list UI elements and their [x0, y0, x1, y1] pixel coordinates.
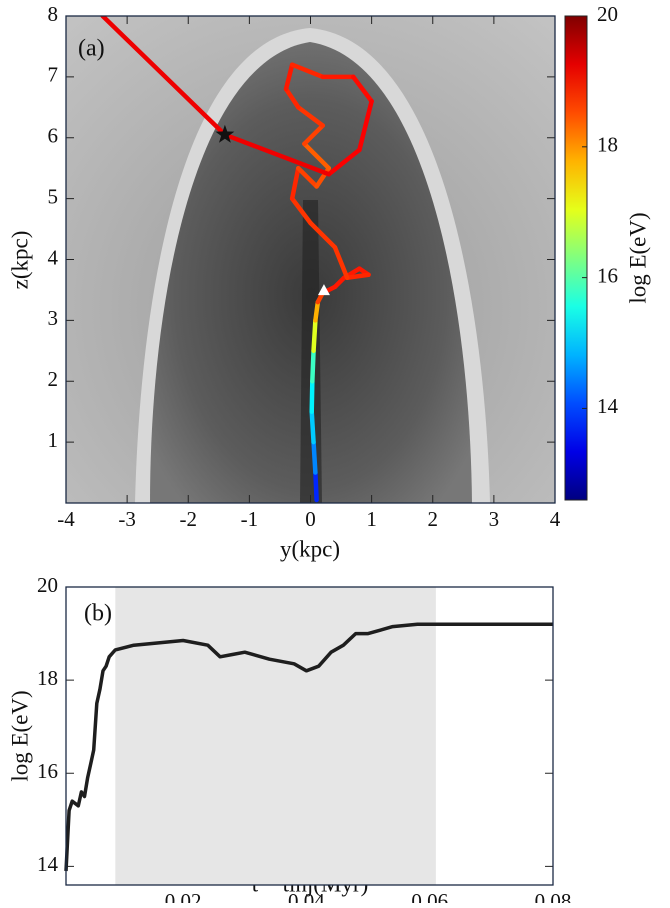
y-tick-label: 16 — [37, 759, 58, 783]
trajectory-segment — [302, 141, 332, 171]
y-tick-label: 14 — [37, 852, 59, 876]
y-tick-label: 6 — [48, 124, 59, 148]
x-tick-label: 4 — [550, 507, 561, 531]
y-tick-label: 7 — [48, 63, 59, 87]
trajectory — [100, 16, 374, 503]
shaded-region — [115, 587, 436, 885]
y-tick-label: 1 — [48, 428, 59, 452]
colorbar-label: log E(eV) — [625, 212, 650, 303]
simulation-image — [66, 16, 555, 503]
trajectory-segment — [100, 16, 228, 137]
triangle-marker — [317, 284, 330, 296]
trajectory-segment — [309, 409, 316, 445]
trajectory-segment — [313, 299, 321, 323]
trajectory-segment — [313, 470, 319, 503]
y-tick-label: 18 — [37, 666, 58, 690]
y-tick-label: 2 — [48, 367, 59, 391]
trajectory-segment — [308, 220, 338, 250]
x-tick-label: 0.06 — [411, 889, 448, 903]
trajectory-segment — [357, 98, 374, 153]
trajectory-segment — [309, 379, 315, 414]
x-tick-label: 2 — [428, 507, 439, 531]
x-tick-label: 0.04 — [288, 889, 325, 903]
y-tick-label: 8 — [48, 2, 59, 26]
trajectory-segment — [302, 123, 325, 147]
trajectory-segment — [289, 62, 325, 80]
trajectory-segment — [311, 318, 318, 354]
trajectory-segment — [351, 74, 374, 104]
y-tick-label: 5 — [48, 184, 59, 208]
y-tick-label: 3 — [48, 306, 59, 330]
x-tick-label: 0 — [305, 507, 316, 531]
trajectory-segment — [289, 196, 313, 226]
axes-frame — [65, 586, 554, 886]
panel-label: (b) — [84, 601, 112, 627]
x-tick-label: 0.02 — [165, 889, 202, 903]
y-tick-label: 4 — [48, 245, 59, 269]
trajectory-segment — [332, 245, 350, 281]
trajectory-segment — [311, 439, 318, 475]
trajectory-segment — [283, 62, 295, 92]
x-tick-label: 0.08 — [535, 889, 572, 903]
colorbar — [564, 15, 588, 501]
axes-frame — [65, 15, 556, 504]
colorbar-tick-label: 14 — [597, 394, 619, 418]
trajectory-segment — [310, 348, 316, 384]
x-tick-label: -4 — [57, 507, 75, 531]
trajectory-segment — [289, 165, 301, 201]
x-tick-label: 1 — [366, 507, 377, 531]
x-tick-label: 3 — [489, 507, 500, 531]
panel-label: (a) — [78, 36, 105, 62]
y-axis-label: z(kpc) — [7, 231, 32, 290]
x-tick-label: -2 — [180, 507, 198, 531]
colorbar-tick-label: 20 — [597, 2, 618, 26]
colorbar-tick-label: 18 — [597, 133, 618, 157]
jet — [300, 200, 322, 503]
y-tick-label: 20 — [37, 573, 58, 597]
trajectory-segment — [222, 132, 332, 177]
x-tick-label: -1 — [241, 507, 259, 531]
star-marker — [215, 124, 235, 143]
trajectory-segment — [326, 147, 362, 177]
trajectory-segment — [344, 272, 371, 281]
x-axis-label: y(kpc) — [280, 536, 340, 561]
trajectory-segment — [296, 165, 319, 189]
colorbar-tick-label: 16 — [597, 263, 618, 287]
trajectory-segment — [296, 105, 325, 128]
trajectory-segment — [283, 86, 301, 110]
y-axis-label: log E(eV) — [7, 690, 32, 781]
x-tick-label: -3 — [118, 507, 136, 531]
energy-line — [64, 622, 553, 872]
